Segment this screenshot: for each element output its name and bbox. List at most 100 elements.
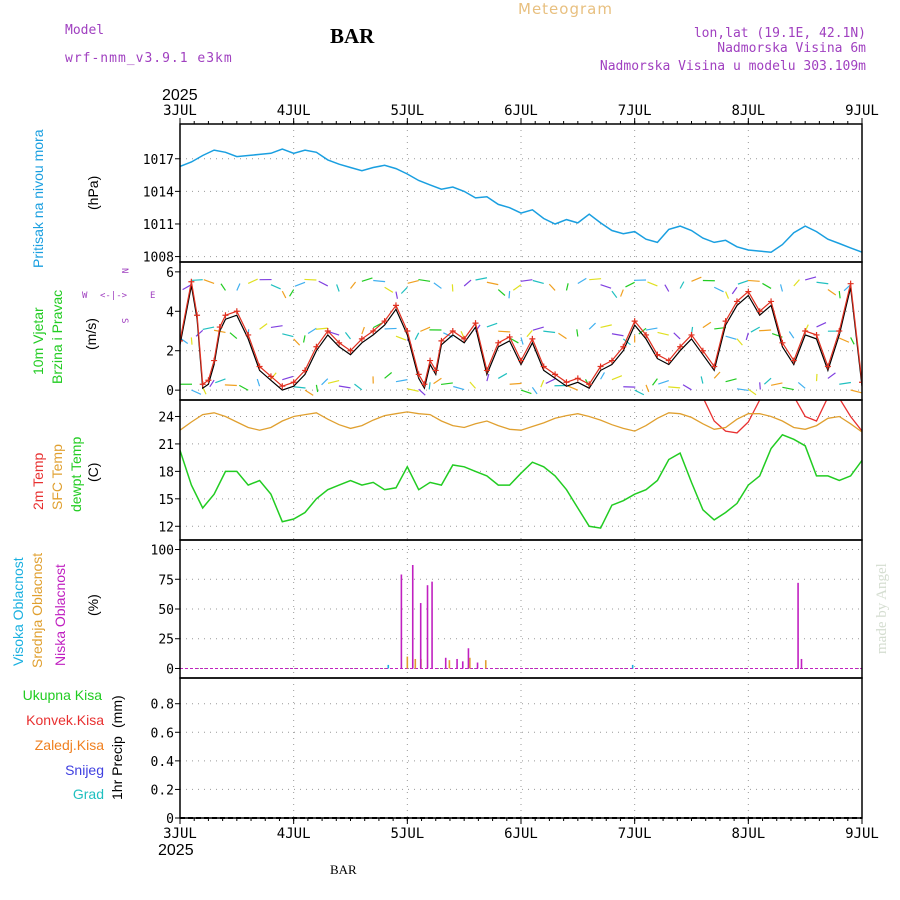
wind-arrow: [797, 381, 806, 389]
wind-arrow: [600, 284, 612, 289]
y-tick-label: 24: [158, 410, 174, 425]
y-tick-label: 75: [158, 573, 174, 588]
wind-speed-point: [495, 339, 502, 346]
wind-arrow: [191, 389, 202, 395]
wind-arrow: [611, 375, 623, 381]
wind-speed-point: [461, 335, 468, 342]
y-tick-label: 6: [166, 266, 174, 281]
wind-speed-point: [574, 375, 581, 382]
wind-speed-point: [597, 363, 604, 370]
wind-speed-point: [421, 381, 428, 388]
wind-arrow: [565, 283, 569, 291]
wind-arrow: [673, 332, 681, 340]
svg-text:E: E: [150, 291, 155, 301]
y-tick-label: 0.4: [151, 755, 175, 770]
wind-arrow: [531, 386, 538, 395]
wind-arrow: [668, 386, 681, 389]
wind-speed-point: [211, 357, 218, 364]
wind-arrow: [440, 382, 453, 386]
x-tick-label-top: 8JUL: [731, 103, 765, 119]
wind-arrow: [762, 282, 772, 289]
wind-arrow: [664, 284, 670, 292]
wind-arrow: [247, 278, 258, 285]
wind-arrow: [658, 380, 669, 385]
wind-arrow: [750, 326, 760, 333]
wind-arrow: [759, 382, 761, 390]
wind-arrow: [344, 332, 351, 340]
wind-arrow: [838, 291, 841, 299]
wind-arrow: [611, 333, 624, 337]
y-tick-label: 0: [166, 384, 174, 399]
wind-arrow: [588, 322, 596, 330]
dewpt-title: dewpt Temp: [68, 437, 84, 512]
x-tick-label-bottom: 8JUL: [731, 826, 765, 842]
x-tick-label-top: 7JUL: [618, 103, 652, 119]
wind-arrow: [512, 284, 522, 291]
wind-arrow: [691, 276, 702, 282]
x-tick-label-top: 3JUL: [163, 103, 197, 119]
wind-arrow: [520, 337, 524, 345]
wind-arrow: [793, 279, 800, 287]
wind-speed-point: [756, 308, 763, 315]
wind-arrow: [679, 281, 685, 289]
wind-arrow: [543, 330, 556, 334]
svg-text:W: W: [82, 291, 88, 301]
wind-speed-point: [472, 320, 479, 327]
wind-arrow: [428, 382, 431, 390]
wind-arrow: [620, 289, 624, 297]
wind-arrow: [805, 276, 817, 281]
lonlat-text: lon,lat (19.1E, 42.1N): [694, 26, 866, 41]
wind-speed-point: [654, 351, 661, 358]
wind-arrow: [195, 329, 204, 337]
svg-text:S: S: [119, 318, 129, 323]
wind-speed-point: [608, 357, 615, 364]
wind-speed-point: [665, 357, 672, 364]
precip-frozen-label: Zaledj.Kisa: [35, 737, 104, 753]
wind-arrow: [433, 377, 442, 385]
wind-arrow: [407, 388, 419, 392]
wind-speed-point: [199, 381, 206, 388]
wind-arrow: [328, 331, 340, 336]
wind-arrow: [731, 286, 738, 295]
wind-arrow: [327, 380, 340, 384]
wind-arrow: [289, 289, 295, 297]
wind-arrow: [318, 280, 329, 287]
wind-speed-point: [432, 367, 439, 374]
wind-speed-point: [347, 347, 354, 354]
wind-speed-point: [392, 302, 399, 309]
wind-speed-point: [790, 357, 797, 364]
year-top: 2025: [162, 87, 198, 104]
wind-arrow: [304, 278, 317, 281]
wind-speed-point: [699, 347, 706, 354]
x-tick-label-top: 9JUL: [845, 103, 879, 119]
wind-speed-point: [427, 357, 434, 364]
wind-arrow: [558, 332, 567, 340]
y-tick-label: 18: [158, 465, 174, 480]
wind-arrow: [713, 286, 724, 293]
wind-speed-point: [779, 339, 786, 346]
wind-speed-point: [506, 333, 513, 340]
wind-arrow: [532, 326, 544, 331]
wind-arrow: [850, 337, 855, 345]
wind-speed-point: [222, 312, 229, 319]
wind-speed-point: [722, 318, 729, 325]
wind-speed-point: [745, 288, 752, 295]
wind-speed-point: [438, 337, 445, 344]
year-bottom: 2025: [158, 842, 194, 859]
wind-arrow: [202, 326, 215, 331]
wind-arrow: [361, 277, 373, 282]
temp-line-2: [180, 433, 862, 529]
wind-speed-point: [518, 357, 524, 364]
wind-arrow: [567, 385, 579, 391]
wind-speed-point: [643, 331, 650, 338]
wind-arrow: [526, 329, 533, 338]
y-tick-label: 4: [166, 305, 174, 320]
wind-speed-line: [180, 281, 862, 387]
wind-speed-point: [324, 328, 331, 334]
y-tick-label: 0: [166, 812, 174, 827]
pressure-title: Pritisak na nivou mora: [30, 129, 46, 268]
wind-arrow: [576, 329, 579, 337]
wind-arrow: [497, 289, 506, 296]
y-tick-label: 0.8: [151, 698, 174, 713]
wind-speed-point: [802, 328, 809, 334]
